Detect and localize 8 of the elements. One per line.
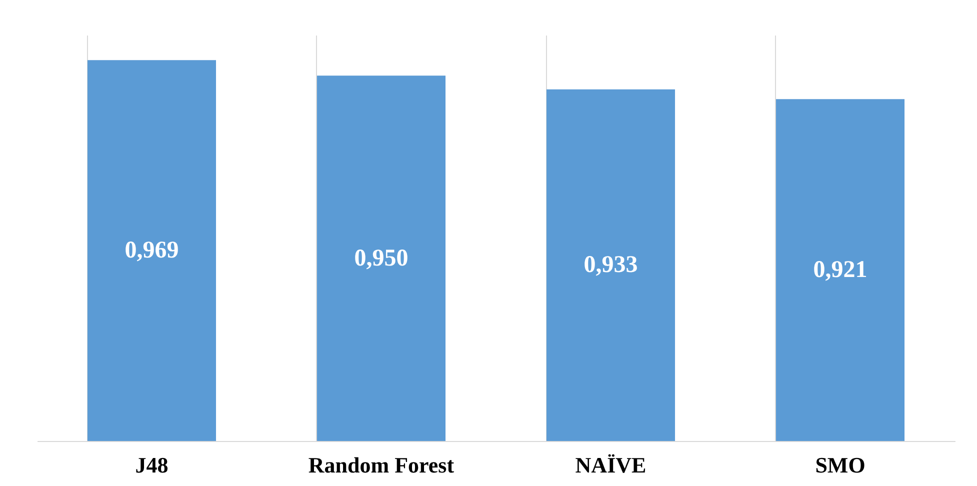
data-label: 0,921 — [813, 257, 868, 284]
x-tick-label: NAÏVE — [575, 452, 646, 478]
data-label: 0,950 — [354, 245, 408, 272]
x-tick-label: Random Forest — [308, 452, 455, 478]
data-label: 0,969 — [124, 238, 179, 264]
x-tick-label: SMO — [815, 452, 866, 478]
x-tick-label: J48 — [135, 452, 168, 478]
data-label: 0,933 — [584, 252, 638, 278]
